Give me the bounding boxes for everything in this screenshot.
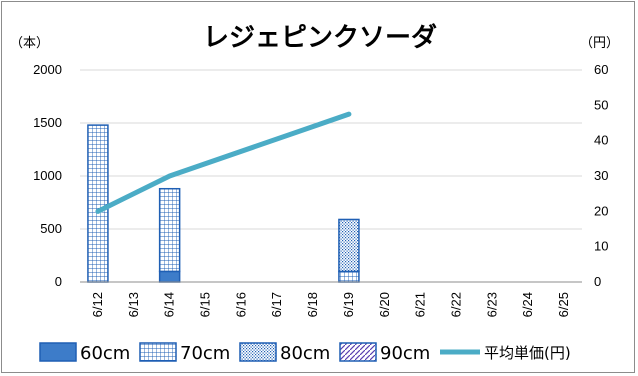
legend-swatch-70cm xyxy=(139,342,177,362)
bar-60cm xyxy=(158,270,181,283)
y-left-tick-label: 0 xyxy=(55,274,62,289)
y-left-tick-label: 1000 xyxy=(33,168,62,183)
x-tick-label: 6/25 xyxy=(556,292,571,317)
y-right-tick-label: 10 xyxy=(594,239,608,254)
x-tick-label: 6/23 xyxy=(484,292,499,317)
axes: 0 500 1000 1500 2000 0 10 20 30 40 50 60 6/12 6/13 6/1… xyxy=(33,62,608,317)
legend: 60cm 70cm 80cm 90cm 平均単価(円) xyxy=(39,342,571,364)
y-left-tick-label: 1500 xyxy=(33,115,62,130)
y-right-tick-label: 50 xyxy=(594,97,608,112)
y-right-tick-label: 30 xyxy=(594,168,608,183)
y-left-unit: （本） xyxy=(10,36,49,51)
x-tick-label: 6/17 xyxy=(269,292,284,317)
x-tick-label: 6/20 xyxy=(377,292,392,317)
y-right-tick-label: 60 xyxy=(594,62,608,77)
legend-label-line: 平均単価(円) xyxy=(484,344,571,362)
x-tick-label: 6/21 xyxy=(413,292,428,317)
x-tick-label: 6/15 xyxy=(198,292,213,317)
y-left-tick-label: 2000 xyxy=(33,62,62,77)
x-tick-label: 6/14 xyxy=(162,292,177,317)
x-tick-label: 6/19 xyxy=(341,292,356,317)
legend-label-90cm: 90cm xyxy=(380,343,430,364)
line-series xyxy=(95,111,352,214)
gridlines xyxy=(80,69,582,283)
bar-80cm xyxy=(338,218,360,273)
x-tick-label: 6/12 xyxy=(90,292,105,317)
x-tick-label: 6/24 xyxy=(520,292,535,317)
x-tick-label: 6/18 xyxy=(305,292,320,317)
line-平均単価(円) xyxy=(95,111,352,214)
x-tick-label: 6/16 xyxy=(233,292,248,317)
y-right-tick-label: 0 xyxy=(594,274,601,289)
bar-70cm xyxy=(338,270,360,283)
legend-label-70cm: 70cm xyxy=(180,343,230,364)
bar-70cm xyxy=(158,187,181,273)
y-left-tick-label: 500 xyxy=(40,221,62,236)
legend-label-80cm: 80cm xyxy=(280,343,330,364)
x-tick-label: 6/22 xyxy=(449,292,464,317)
legend-swatch-60cm xyxy=(39,342,77,362)
legend-label-60cm: 60cm xyxy=(80,343,130,364)
legend-swatch-90cm xyxy=(339,342,377,362)
y-right-tick-label: 20 xyxy=(594,203,608,218)
y-right-unit: （円） xyxy=(580,36,619,51)
legend-swatch-80cm xyxy=(239,342,277,362)
y-right-tick-label: 40 xyxy=(594,133,608,148)
chart-title: レジェピンクソーダ xyxy=(203,22,437,53)
bar-70cm xyxy=(87,124,109,283)
x-tick-label: 6/13 xyxy=(126,292,141,317)
bars xyxy=(87,124,360,283)
